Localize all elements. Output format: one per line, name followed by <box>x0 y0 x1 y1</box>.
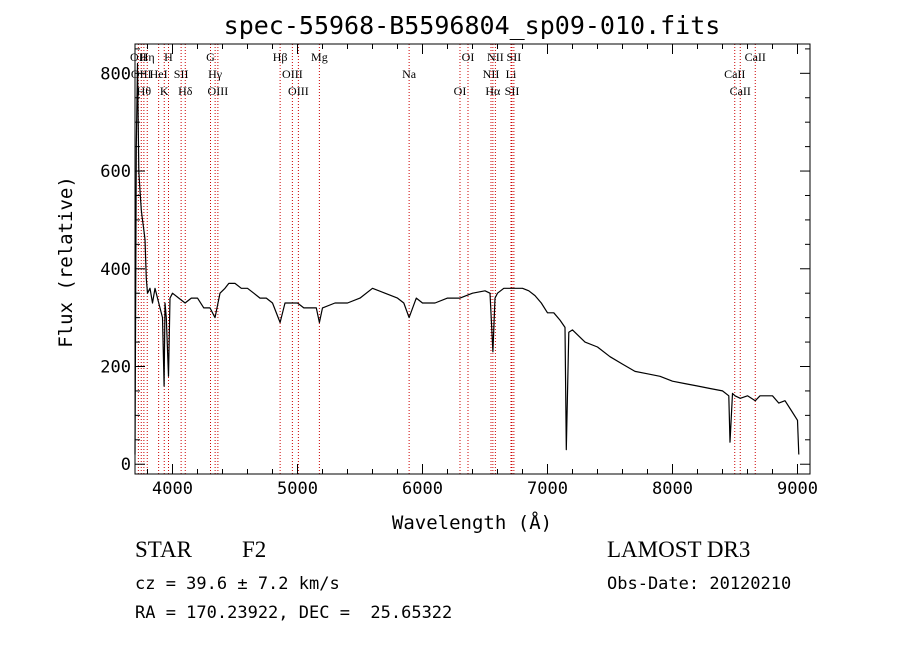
x-tick-label: 5000 <box>277 479 318 499</box>
line-marker-label: Li <box>506 67 517 81</box>
object-class: F2 <box>242 537 267 562</box>
survey-name: LAMOST DR3 <box>607 537 751 562</box>
spectrum-group <box>134 62 800 455</box>
axis-ticks <box>135 44 810 474</box>
y-axis-label: Flux (relative) <box>55 176 77 348</box>
x-tick-labels: 4000 5000 6000 7000 8000 9000 <box>152 479 818 499</box>
line-marker-label: OII <box>130 50 147 64</box>
line-marker-label: Hα <box>485 84 501 98</box>
line-marker-label: OIII <box>282 67 303 81</box>
object-type: STAR <box>135 537 192 562</box>
x-tick-label: 8000 <box>652 479 693 499</box>
line-marker-label: Na <box>402 67 417 81</box>
line-marker-label: K <box>160 84 169 98</box>
line-marker-label: NII <box>487 50 504 64</box>
x-tick-label: 7000 <box>527 479 568 499</box>
line-marker-label: OIII <box>131 67 152 81</box>
x-axis-label: Wavelength (Å) <box>392 511 552 534</box>
line-marker-label: Hγ <box>208 67 223 81</box>
line-marker-label: CaII <box>730 84 751 98</box>
y-tick-label: 600 <box>100 162 131 182</box>
y-tick-labels: 0 200 400 600 800 <box>100 64 131 475</box>
line-marker-label: OIII <box>288 84 309 98</box>
y-tick-label: 200 <box>100 358 131 378</box>
line-marker-label: SII <box>174 67 189 81</box>
line-marker-label: SII <box>507 50 522 64</box>
line-marker-group <box>137 44 756 474</box>
line-marker-label: NII <box>483 67 500 81</box>
line-marker-label: OIII <box>208 84 229 98</box>
line-marker-label: HeI <box>150 67 168 81</box>
y-tick-label: 0 <box>121 455 131 475</box>
line-marker-label: Hη <box>140 50 155 64</box>
observation-date: Obs-Date: 20120210 <box>607 574 792 594</box>
line-marker-label: OI <box>454 84 467 98</box>
line-marker-label: OI <box>462 50 475 64</box>
x-tick-label: 6000 <box>402 479 443 499</box>
line-marker-label: Hδ <box>178 84 193 98</box>
y-tick-label: 800 <box>100 64 131 84</box>
plot-frame <box>134 43 811 475</box>
line-marker-label: Hθ <box>137 84 152 98</box>
y-tick-label: 400 <box>100 260 131 280</box>
line-marker-label: Hβ <box>273 50 288 64</box>
ra-dec-coordinates: RA = 170.23922, DEC = 25.65322 <box>135 603 453 623</box>
line-marker-label: G <box>206 50 215 64</box>
redshift-velocity: cz = 39.6 ± 7.2 km/s <box>135 574 340 594</box>
line-marker-label: SII <box>505 84 520 98</box>
spectrum-line <box>134 62 800 455</box>
line-marker-label: CaII <box>745 50 766 64</box>
line-marker-label: H <box>164 50 173 64</box>
line-label-group: OIIOIIIHθHηHeIKHSIIHδGHγOIIIHβOIIIOIIIMg… <box>130 50 766 98</box>
line-marker-label: Mg <box>311 50 328 64</box>
x-tick-label: 4000 <box>152 479 193 499</box>
line-marker-label: CaII <box>724 67 745 81</box>
chart-title: spec-55968-B5596804_sp09-010.fits <box>224 11 721 40</box>
x-tick-label: 9000 <box>777 479 818 499</box>
